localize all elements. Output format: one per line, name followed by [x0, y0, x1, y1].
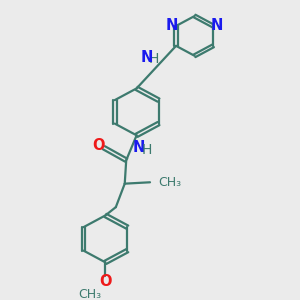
Text: CH₃: CH₃	[78, 289, 101, 300]
Text: N: N	[211, 18, 223, 33]
Text: CH₃: CH₃	[158, 176, 182, 189]
Text: N: N	[166, 18, 178, 33]
Text: N: N	[140, 50, 153, 65]
Text: O: O	[93, 138, 105, 153]
Text: O: O	[99, 274, 112, 289]
Text: N: N	[133, 140, 145, 155]
Text: H: H	[142, 143, 152, 157]
Text: H: H	[149, 52, 159, 66]
